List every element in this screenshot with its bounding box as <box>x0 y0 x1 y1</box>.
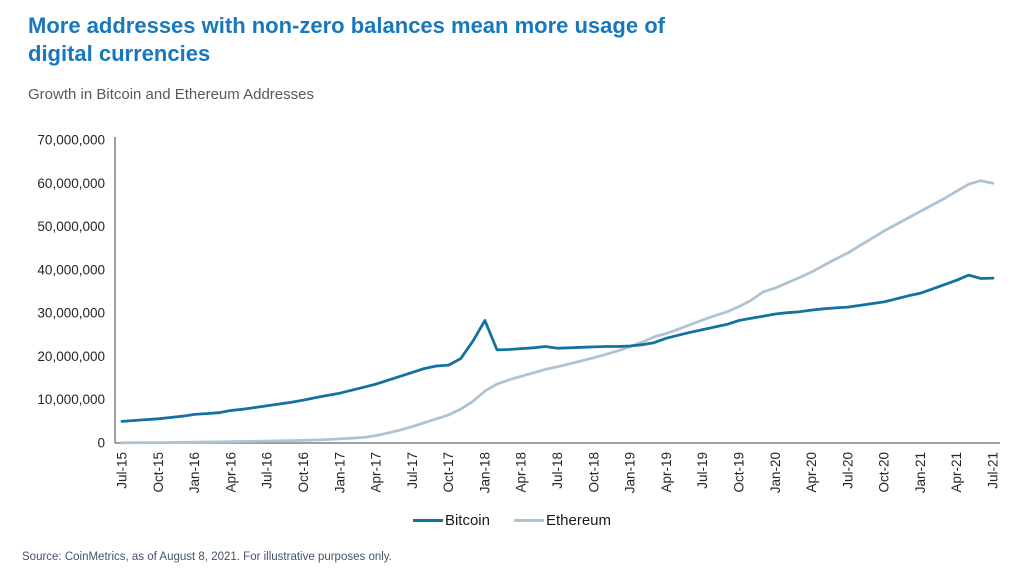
y-axis-tick-label: 10,000,000 <box>37 392 105 407</box>
x-axis-tick-label: Apr-16 <box>223 452 238 493</box>
x-axis-tick-label: Jul-20 <box>840 452 855 489</box>
x-axis-tick-label: Oct-19 <box>731 452 746 493</box>
x-axis-tick-label: Oct-16 <box>296 452 311 493</box>
x-axis-tick-label: Oct-15 <box>151 452 166 493</box>
y-axis-tick-label: 60,000,000 <box>37 176 105 191</box>
x-axis-tick-label: Jan-18 <box>477 452 492 493</box>
legend-item-bitcoin: Bitcoin <box>412 512 490 529</box>
y-axis-tick-label: 70,000,000 <box>37 133 105 148</box>
x-axis-tick-label: Jul-16 <box>260 452 275 489</box>
bitcoin-line-swatch-icon <box>412 519 443 522</box>
y-axis-tick-label: 40,000,000 <box>37 262 105 277</box>
x-axis-tick-label: Apr-18 <box>514 452 529 493</box>
y-axis-tick-label: 30,000,000 <box>37 306 105 321</box>
x-axis-tick-label: Jan-20 <box>768 452 783 493</box>
y-axis-tick-label: 50,000,000 <box>37 219 105 234</box>
bitcoin-line <box>120 273 995 423</box>
y-axis-tick-label: 20,000,000 <box>37 349 105 364</box>
legend-label-bitcoin: Bitcoin <box>444 512 490 529</box>
x-axis-tick-label: Apr-19 <box>659 452 674 493</box>
x-axis-tick-label: Jan-16 <box>187 452 202 493</box>
x-axis-tick-label: Jan-21 <box>913 452 928 493</box>
x-axis-tick-label: Jul-18 <box>550 452 565 489</box>
x-axis-tick-label: Jan-19 <box>623 452 638 493</box>
chart-subtitle: Growth in Bitcoin and Ethereum Addresses <box>28 86 314 103</box>
legend-item-ethereum: Ethereum <box>513 512 612 529</box>
legend-label-ethereum: Ethereum <box>545 512 612 529</box>
x-axis-tick-label: Jan-17 <box>332 452 347 493</box>
x-axis-tick-label: Oct-20 <box>877 452 892 493</box>
page-title: More addresses with non-zero balances me… <box>28 13 665 67</box>
x-axis-tick-label: Apr-21 <box>949 452 964 493</box>
x-axis-tick-label: Jul-21 <box>986 452 1001 489</box>
x-axis-tick-label: Oct-18 <box>586 452 601 493</box>
y-axis-tick-label: 0 <box>97 436 105 451</box>
chart-legend: Bitcoin Ethereum <box>0 512 1024 529</box>
x-axis-tick-label: Apr-20 <box>804 452 819 493</box>
ethereum-line-swatch-icon <box>513 519 544 522</box>
x-axis-tick-label: Apr-17 <box>369 452 384 493</box>
source-note: Source: CoinMetrics, as of August 8, 202… <box>22 551 392 563</box>
x-axis-tick-label: Jul-17 <box>405 452 420 489</box>
x-axis-tick-label: Oct-17 <box>441 452 456 493</box>
ethereum-line <box>120 179 995 445</box>
x-axis-tick-label: Jul-19 <box>695 452 710 489</box>
x-axis-tick-label: Jul-15 <box>115 452 130 489</box>
